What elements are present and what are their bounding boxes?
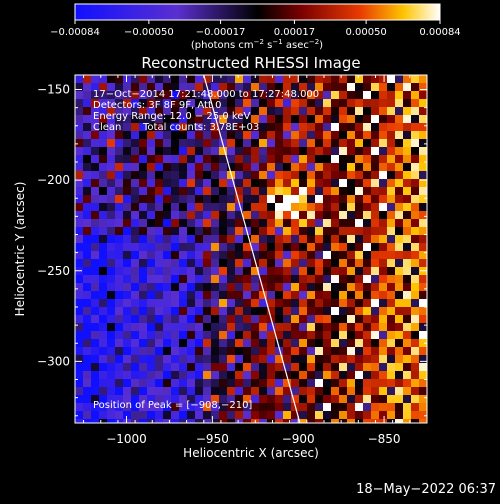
peak-position-label: Position of Peak = [−908,−210] bbox=[93, 400, 252, 411]
plot-frame bbox=[74, 74, 428, 424]
colorbar-tick-label: 0.00050 bbox=[345, 27, 386, 38]
colorbar bbox=[74, 3, 441, 21]
colorbar-ticks: −0.00084 −0.00050 −0.00017 0.00017 0.00050 0.… bbox=[50, 20, 461, 38]
colorbar-tick-label: −0.00050 bbox=[124, 27, 174, 38]
annotation-clean: Clean bbox=[93, 122, 121, 133]
colorbar-tick-label: −0.00084 bbox=[50, 27, 100, 38]
x-tick-label: −850 bbox=[368, 432, 401, 446]
y-tick-label: −300 bbox=[37, 354, 70, 368]
annotation-detectors: Detectors: 3F 8F 9F, Att 0 bbox=[93, 100, 221, 111]
x-tick-label: −1000 bbox=[106, 432, 147, 446]
y-tick-label: −250 bbox=[37, 264, 70, 278]
y-tick-label: −150 bbox=[37, 83, 70, 97]
timestamp: 18−May−2022 06:37 bbox=[356, 482, 496, 497]
y-tick-label: −200 bbox=[37, 173, 70, 187]
solar-limb-line bbox=[203, 75, 301, 423]
x-axis-label: Heliocentric X (arcsec) bbox=[183, 446, 319, 460]
colorbar-tick-label: 0.00017 bbox=[274, 27, 315, 38]
annotation-total-counts: Total counts: 3.78E+03 bbox=[142, 122, 259, 133]
colorbar-tick-label: 0.00084 bbox=[419, 27, 460, 38]
annotation-energy-range: Energy Range: 12.0 − 25.0 keV bbox=[93, 111, 250, 122]
chart-title: Reconstructed RHESSI Image bbox=[141, 54, 360, 72]
heatmap-image bbox=[75, 75, 427, 423]
colorbar-unit-label: (photons cm−2 s−1 asec−2) bbox=[191, 38, 323, 51]
axes: −1000 −950 −900 −850 −150 −200 −250 −300 bbox=[37, 75, 428, 446]
y-axis-label: Heliocentric Y (arcsec) bbox=[13, 182, 27, 317]
colorbar-tick-label: −0.00017 bbox=[196, 27, 246, 38]
annotation-time-range: 17−Oct−2014 17:21:48.000 to 17:27:48.000 bbox=[93, 89, 319, 100]
x-tick-label: −950 bbox=[196, 432, 229, 446]
x-tick-label: −900 bbox=[282, 432, 315, 446]
